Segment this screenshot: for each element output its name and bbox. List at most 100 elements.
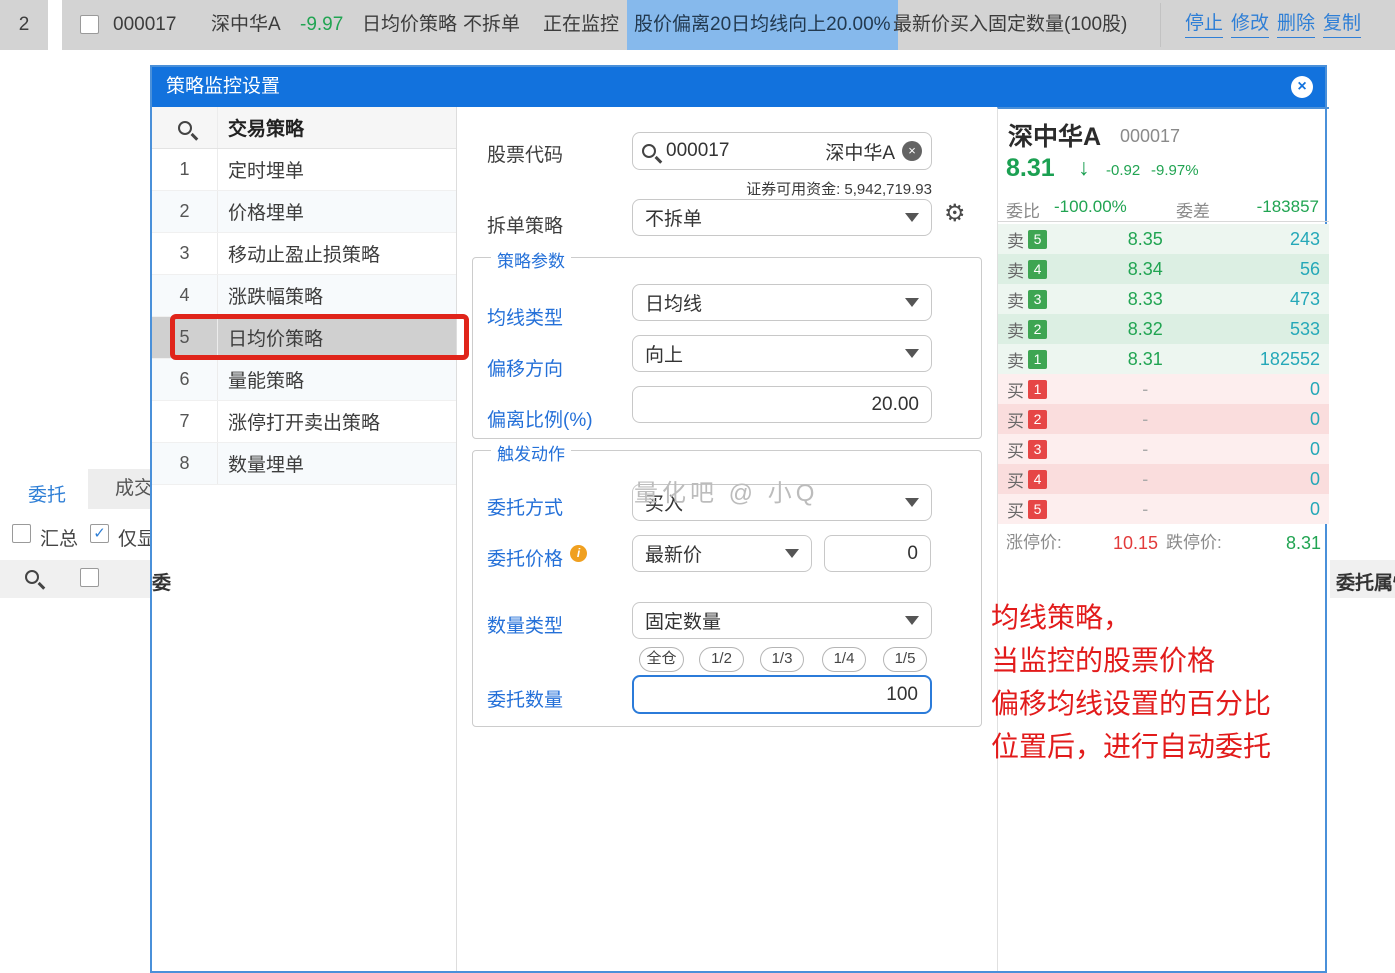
annotation-line: 偏移均线设置的百分比	[991, 688, 1272, 719]
search-icon[interactable]	[25, 570, 39, 584]
split-strategy-select[interactable]: 不拆单	[632, 199, 932, 236]
level-badge: 5	[1028, 499, 1047, 519]
level-price: -	[1142, 408, 1149, 429]
level-volume: 243	[1289, 228, 1320, 249]
stock-code-label: 股票代码	[487, 145, 564, 166]
watermark-text: 量化吧 @ 小Q	[634, 480, 819, 507]
qty-type-select[interactable]: 固定数量	[632, 602, 932, 639]
split-strategy-value: 不拆单	[645, 209, 703, 230]
level-badge: 1	[1028, 349, 1047, 369]
sidebar-item-daily-avg-price[interactable]: 5 日均价策略	[152, 317, 456, 359]
deviation-input[interactable]: 20.00	[632, 386, 932, 423]
deviation-label: 偏离比例(%)	[487, 410, 593, 431]
side-label: 买	[1007, 411, 1024, 431]
quote-panel: 深中华A 000017 8.31 ↓ -0.92 -9.97% 委比 -100.…	[991, 107, 1329, 971]
row-checkbox[interactable]	[80, 15, 99, 34]
stock-code-input[interactable]: 000017 深中华A ×	[632, 132, 932, 170]
order-side-select[interactable]: 买入	[632, 484, 932, 521]
sidebar-search-cell[interactable]	[152, 107, 218, 148]
side-label: 卖	[1007, 351, 1024, 371]
direction-select[interactable]: 向上	[632, 335, 932, 372]
split-strategy-label: 拆单策略	[487, 216, 564, 237]
sidebar-item-timed-order[interactable]: 1 定时埋单	[152, 149, 456, 191]
row-index: 2	[18, 14, 30, 35]
level-volume: 473	[1289, 288, 1320, 309]
item-label: 日均价策略	[228, 329, 324, 350]
sidebar-item-price-order[interactable]: 2 价格埋单	[152, 191, 456, 233]
summary-checkbox[interactable]	[12, 524, 31, 543]
available-funds: 证券可用资金: 5,942,719.93	[746, 181, 932, 198]
sidebar-item-limit-open-sell[interactable]: 7 涨停打开卖出策略	[152, 401, 456, 443]
third-position-button[interactable]: 1/3	[760, 647, 804, 672]
item-num: 1	[152, 149, 218, 190]
level-badge: 3	[1028, 439, 1047, 459]
tab-entrust[interactable]: 委托	[28, 485, 67, 506]
item-num: 5	[152, 317, 218, 358]
clear-icon[interactable]: ×	[902, 141, 922, 161]
limit-prices-row: 涨停价: 10.15 跌停价: 8.31	[998, 529, 1329, 557]
level-price: 8.32	[1127, 318, 1163, 339]
level-volume: 0	[1309, 408, 1320, 429]
ma-type-select[interactable]: 日均线	[632, 284, 932, 321]
side-label: 买	[1007, 501, 1024, 521]
gear-icon[interactable]: ⚙	[944, 200, 966, 227]
sidebar-item-qty-order[interactable]: 8 数量埋单	[152, 443, 456, 485]
ma-type-value: 日均线	[645, 294, 703, 315]
limit-down-label: 跌停价:	[1166, 533, 1222, 552]
strategy-settings-dialog: 策略监控设置 × 交易策略 1 定时埋单 2 价格埋单 3 移动止盈止损策略 4	[150, 65, 1329, 973]
search-icon	[642, 144, 656, 158]
quote-divider	[998, 221, 1329, 222]
tab-filled[interactable]: 成交	[88, 469, 150, 509]
item-num: 6	[152, 359, 218, 400]
info-icon[interactable]: i	[570, 545, 587, 562]
full-position-button[interactable]: 全仓	[639, 647, 684, 672]
price-type-value: 最新价	[645, 545, 703, 566]
modify-link[interactable]: 修改	[1231, 12, 1270, 38]
close-icon[interactable]: ×	[1291, 76, 1313, 98]
copy-link[interactable]: 复制	[1323, 12, 1362, 38]
trigger-action-title: 触发动作	[491, 440, 571, 465]
level-price: -	[1142, 438, 1149, 459]
price-type-select[interactable]: 最新价	[632, 535, 812, 572]
row-status: 正在监控	[543, 14, 620, 35]
delete-link[interactable]: 删除	[1277, 12, 1316, 38]
fifth-position-button[interactable]: 1/5	[883, 647, 927, 672]
strategy-form: 股票代码 000017 深中华A × 证券可用资金: 5,942,719.93 …	[458, 107, 997, 971]
item-num: 2	[152, 191, 218, 232]
level-price: -	[1142, 378, 1149, 399]
sidebar-item-trailing-stop[interactable]: 3 移动止盈止损策略	[152, 233, 456, 275]
half-position-button[interactable]: 1/2	[699, 647, 744, 672]
weicha-label: 委差	[1176, 202, 1210, 221]
item-num: 7	[152, 401, 218, 442]
sidebar-item-pct-change[interactable]: 4 涨跌幅策略	[152, 275, 456, 317]
level-price: 8.35	[1127, 228, 1163, 249]
quarter-position-button[interactable]: 1/4	[822, 647, 866, 672]
sidebar-item-volume[interactable]: 6 量能策略	[152, 359, 456, 401]
level-badge: 2	[1028, 319, 1047, 339]
chevron-down-icon	[785, 549, 799, 558]
order-side-label: 委托方式	[487, 498, 564, 519]
annotation-line: 当监控的股票价格	[991, 645, 1216, 676]
toolbar-checkbox[interactable]	[80, 568, 99, 587]
stop-link[interactable]: 停止	[1185, 12, 1224, 38]
order-price-input[interactable]: 0	[824, 535, 931, 572]
only-show-checkbox[interactable]: ✓	[90, 524, 109, 543]
order-qty-input[interactable]: 100	[632, 675, 932, 714]
toolbar-partial-col: 委	[152, 573, 172, 594]
strategy-params-group: 策略参数	[472, 247, 982, 439]
row-action: 最新价买入固定数量(100股)	[893, 14, 1128, 35]
item-num: 8	[152, 443, 218, 484]
toolbar-right-bg: 委托属性	[1330, 560, 1395, 598]
search-icon	[177, 120, 192, 135]
level-price: 8.33	[1127, 288, 1163, 309]
